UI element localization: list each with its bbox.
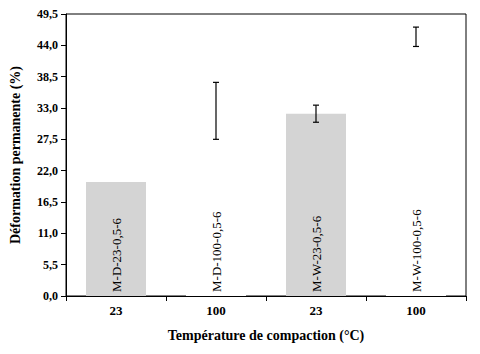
svg-text:M-D-23-0,5-6: M-D-23-0,5-6 [109,217,124,292]
svg-text:23: 23 [310,303,324,318]
svg-text:0,0: 0,0 [43,289,58,303]
svg-text:23: 23 [110,303,124,318]
svg-text:M-W-100-0,5-6: M-W-100-0,5-6 [409,209,424,292]
svg-text:100: 100 [406,303,426,318]
svg-text:44,0: 44,0 [37,38,58,52]
svg-text:M-W-23-0,5-6: M-W-23-0,5-6 [309,215,324,292]
svg-text:11,0: 11,0 [38,226,58,240]
svg-text:Déformation permanente (%): Déformation permanente (%) [8,66,24,244]
svg-text:100: 100 [206,303,226,318]
svg-text:38,5: 38,5 [37,70,58,84]
svg-text:22,0: 22,0 [37,164,58,178]
svg-text:5,5: 5,5 [43,258,58,272]
svg-text:27,5: 27,5 [37,132,58,146]
svg-text:33,0: 33,0 [37,101,58,115]
svg-text:49,5: 49,5 [37,7,58,21]
svg-text:M-D-100-0,5-6: M-D-100-0,5-6 [209,211,224,292]
svg-text:Température de compaction (°C): Température de compaction (°C) [168,328,365,344]
svg-text:16,5: 16,5 [37,195,58,209]
